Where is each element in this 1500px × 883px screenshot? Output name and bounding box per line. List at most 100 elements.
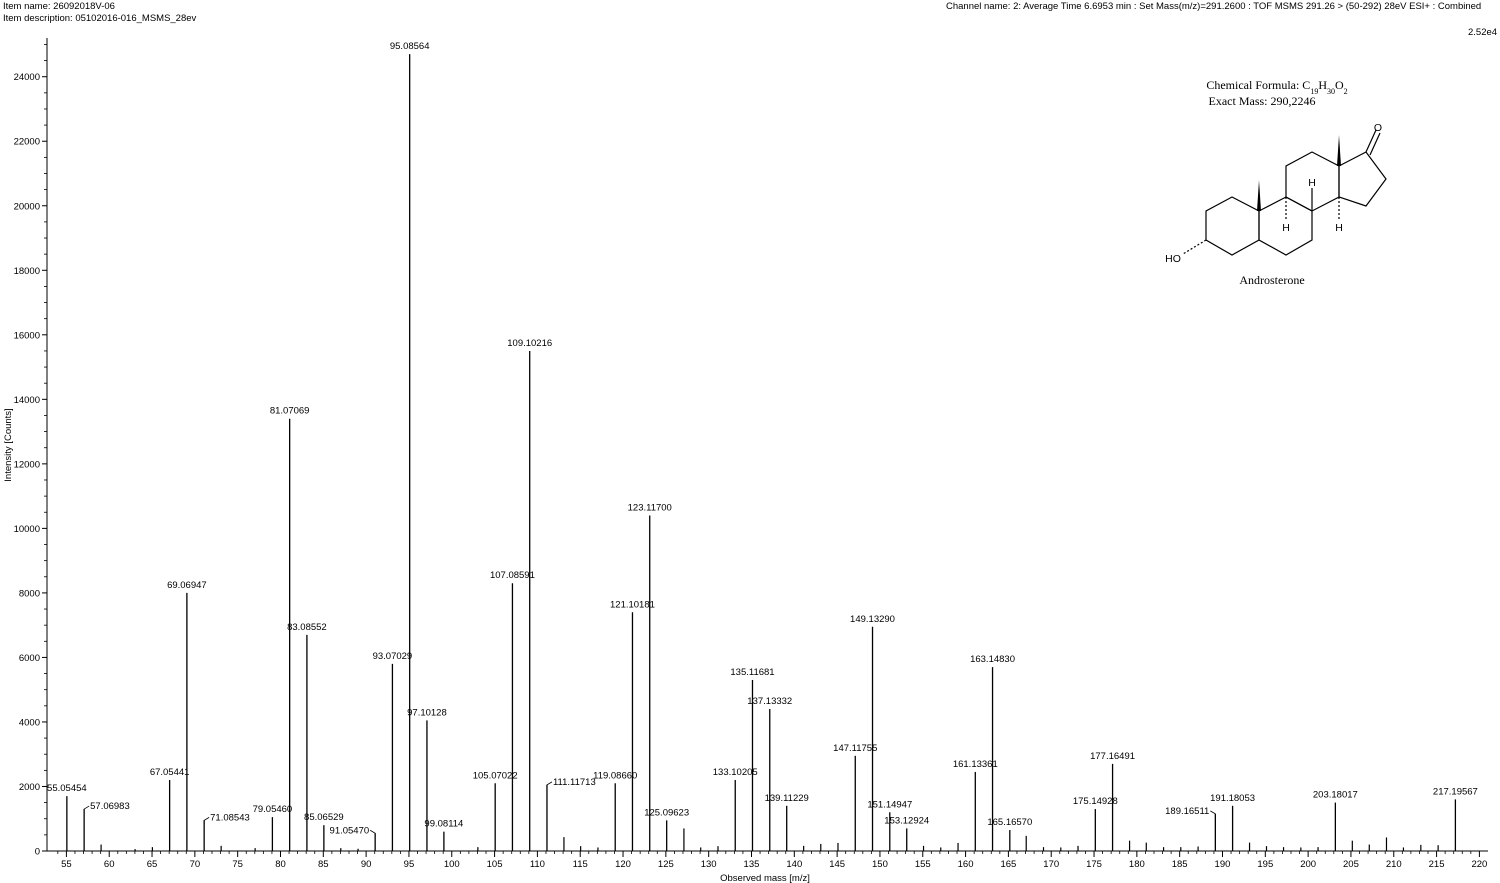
x-tick-label: 60 [104, 859, 115, 870]
hydrogen-label-c8: H [1308, 177, 1316, 189]
y-tick-label: 6000 [19, 653, 40, 664]
y-tick-label: 16000 [14, 330, 40, 341]
ketone-bond-a [1365, 129, 1377, 153]
peak-label: 125.09623 [644, 807, 689, 818]
ring-a [1205, 196, 1260, 256]
y-tick-label: 12000 [14, 459, 40, 470]
peak-label: 99.08114 [424, 819, 463, 830]
x-tick-label: 145 [829, 859, 845, 870]
ring-bonds [1182, 129, 1387, 256]
peak-label: 149.13290 [850, 614, 895, 625]
channel-name: Channel name: 2: Average Time 6.6953 min… [946, 1, 1482, 12]
x-tick-label: 165 [1000, 859, 1016, 870]
x-tick-label: 80 [275, 859, 286, 870]
peak-label: 137.13332 [747, 696, 792, 707]
peak-label: 111.11713 [553, 777, 596, 788]
ketone-bond-b [1369, 132, 1381, 156]
peak-label: 123.11700 [628, 502, 672, 513]
peak-label: 153.12924 [884, 815, 929, 826]
x-tick-label: 190 [1215, 859, 1231, 870]
y-tick-label: 0 [35, 847, 40, 858]
y-tick-label: 2000 [19, 782, 40, 793]
peak-label: 133.10205 [713, 767, 758, 778]
x-tick-label: 90 [361, 859, 372, 870]
item-description: Item description: 05102016-016_MSMS_28ev [3, 13, 197, 24]
y-ticks: 0 2000 4000 6000 8000 10000 12000 14000 16000 180… [14, 44, 47, 858]
x-tick-label: 105 [487, 859, 503, 870]
y-axis-title: Intensity [Counts] [3, 408, 14, 481]
x-tick-label: 150 [872, 859, 888, 870]
peak-label: 79.05460 [253, 804, 293, 815]
x-tick-label: 160 [958, 859, 974, 870]
molecule-name: Androsterone [1239, 273, 1304, 287]
y-tick-label: 4000 [19, 717, 40, 728]
peak-label-leader [83, 805, 90, 814]
peak-label: 83.08552 [287, 622, 327, 633]
peak-label: 135.11681 [730, 667, 774, 678]
peak-label-leader [369, 829, 376, 838]
x-tick-label: 70 [190, 859, 201, 870]
peak-label: 175.14928 [1073, 796, 1118, 807]
x-tick-label: 215 [1429, 859, 1445, 870]
peak-label: 67.05441 [150, 767, 190, 778]
ketone-oxygen-label: O [1374, 122, 1382, 134]
x-tick-label: 55 [61, 859, 72, 870]
peak-label: 105.07022 [473, 770, 518, 781]
x-tick-label: 200 [1300, 859, 1316, 870]
peak-label: 163.14830 [970, 654, 1015, 665]
hydroxyl-label: HO [1165, 253, 1181, 265]
peak-label: 203.18017 [1313, 790, 1358, 801]
x-tick-label: 120 [615, 859, 631, 870]
peak-label: 71.08543 [210, 812, 250, 823]
methyl-wedge-c13 [1337, 135, 1341, 166]
peak-label: 55.05454 [47, 783, 87, 794]
peak-label: 191.18053 [1210, 793, 1255, 804]
peak-label: 95.08564 [390, 41, 430, 52]
peak-label: 147.11755 [833, 743, 877, 754]
peak-label: 97.10128 [407, 707, 447, 718]
chemical-formula: Chemical Formula: C19H30O2 [1206, 78, 1347, 96]
hydroxyl-bond [1182, 239, 1207, 255]
x-axis-title: Observed mass [m/z] [720, 873, 810, 883]
peak-label: 91.05470 [330, 825, 370, 836]
x-tick-label: 180 [1129, 859, 1145, 870]
peak-label: 177.16491 [1090, 751, 1135, 762]
x-tick-label: 155 [915, 859, 931, 870]
ring-d [1338, 151, 1387, 207]
x-ticks: 55 60 65 70 75 80 85 90 95 100 105 110 115 120 125 130 1… [57, 851, 1487, 870]
peak-label: 161.13361 [953, 759, 998, 770]
x-tick-label: 135 [744, 859, 760, 870]
minor-peaks [100, 828, 1439, 851]
peak-label: 189.16511 [1165, 806, 1209, 817]
x-tick-label: 125 [658, 859, 674, 870]
peak-label: 109.10216 [507, 338, 552, 349]
peak-label-leader [203, 817, 210, 825]
x-tick-label: 85 [318, 859, 329, 870]
peak-label: 119.08660 [593, 770, 637, 781]
peak-label-leader [546, 781, 553, 789]
peak-label: 107.08591 [490, 570, 535, 581]
peak-label: 85.06529 [304, 812, 344, 823]
peak-label: 57.06983 [90, 801, 130, 812]
item-name: Item name: 26092018V-06 [3, 1, 115, 12]
peak-label: 81.07069 [270, 406, 310, 417]
x-tick-label: 175 [1086, 859, 1102, 870]
x-tick-label: 170 [1043, 859, 1059, 870]
peak-label: 165.16570 [987, 817, 1032, 828]
peak-label: 69.06947 [167, 580, 207, 591]
methyl-wedge-c10 [1257, 180, 1261, 211]
y-tick-label: 18000 [14, 266, 40, 277]
x-tick-label: 140 [786, 859, 802, 870]
y-tick-label: 22000 [14, 137, 40, 148]
x-tick-label: 220 [1471, 859, 1487, 870]
peak-label: 121.10181 [610, 599, 655, 610]
peak-label-leader [1210, 810, 1216, 818]
x-tick-label: 185 [1172, 859, 1188, 870]
y-tick-label: 14000 [14, 395, 40, 406]
x-tick-label: 110 [530, 859, 545, 870]
axes [46, 38, 1488, 852]
peak-label: 151.14947 [867, 799, 912, 810]
y-tick-label: 20000 [14, 201, 40, 212]
